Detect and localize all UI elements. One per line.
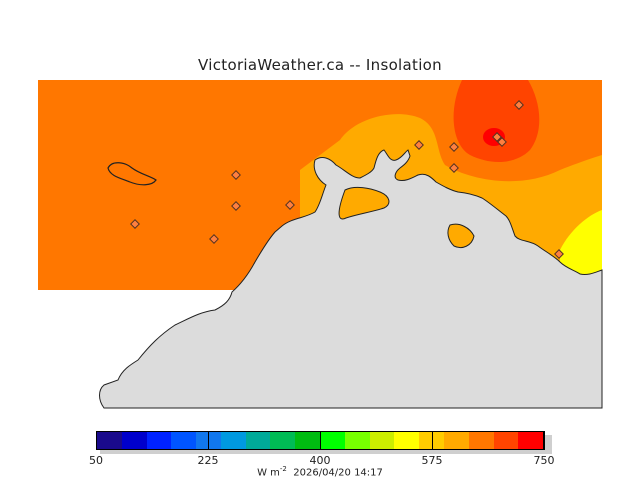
colorbar-cell bbox=[419, 432, 444, 449]
colorbar-cell bbox=[320, 432, 345, 449]
colorbar-cell bbox=[493, 432, 519, 449]
colorbar-cell bbox=[369, 432, 395, 449]
station-marker bbox=[449, 142, 459, 152]
field-650-zone bbox=[453, 80, 540, 162]
colorbar-tick-label: 575 bbox=[421, 454, 443, 467]
colorbar-tick-label: 225 bbox=[197, 454, 219, 467]
station-marker bbox=[231, 170, 241, 180]
station-marker bbox=[414, 140, 424, 150]
station-markers bbox=[130, 100, 564, 259]
colorbar-cell bbox=[518, 432, 544, 449]
colorbar-cell bbox=[97, 432, 122, 449]
colorbar-tick-mark bbox=[432, 431, 433, 450]
colorbar-tick-label: 400 bbox=[309, 454, 331, 467]
colorbar-tick-mark bbox=[544, 431, 545, 450]
units-exponent: -2 bbox=[279, 465, 287, 473]
colorbar-cell bbox=[220, 432, 246, 449]
colorbar-cell bbox=[270, 432, 296, 449]
island-west bbox=[107, 162, 157, 186]
colorbar-cell bbox=[121, 432, 147, 449]
inlet-2 bbox=[447, 223, 475, 249]
station-marker bbox=[514, 100, 524, 110]
colorbar-tick-label: 750 bbox=[533, 454, 555, 467]
station-marker bbox=[130, 219, 140, 229]
colorbar-cell bbox=[443, 432, 469, 449]
colorbar-tick-mark bbox=[208, 431, 209, 450]
station-marker bbox=[492, 132, 502, 142]
timestamp: 2026/04/20 14:17 bbox=[293, 467, 383, 479]
units-and-timestamp: W m-2 2026/04/20 14:17 bbox=[0, 465, 640, 478]
colorbar-cell bbox=[468, 432, 494, 449]
units-label: W m bbox=[257, 467, 280, 479]
colorbar-tick-label: 50 bbox=[89, 454, 103, 467]
colorbar-cell bbox=[146, 432, 172, 449]
station-marker bbox=[231, 201, 241, 211]
station-marker bbox=[209, 234, 219, 244]
land-mass bbox=[99, 149, 603, 409]
station-marker bbox=[285, 200, 295, 210]
inlet-1 bbox=[338, 186, 390, 220]
map-title: VictoriaWeather.ca -- Insolation bbox=[198, 56, 442, 74]
colorbar-cell bbox=[171, 432, 197, 449]
station-marker bbox=[497, 137, 507, 147]
colorbar-tick-mark bbox=[320, 431, 321, 450]
colorbar-cell bbox=[245, 432, 271, 449]
station-marker bbox=[449, 163, 459, 173]
colorbar-tick-mark bbox=[96, 431, 97, 450]
colorbar-cell bbox=[394, 432, 420, 449]
colorbar-cell bbox=[295, 432, 321, 449]
colorbar-cell bbox=[344, 432, 370, 449]
station-marker bbox=[554, 249, 564, 259]
